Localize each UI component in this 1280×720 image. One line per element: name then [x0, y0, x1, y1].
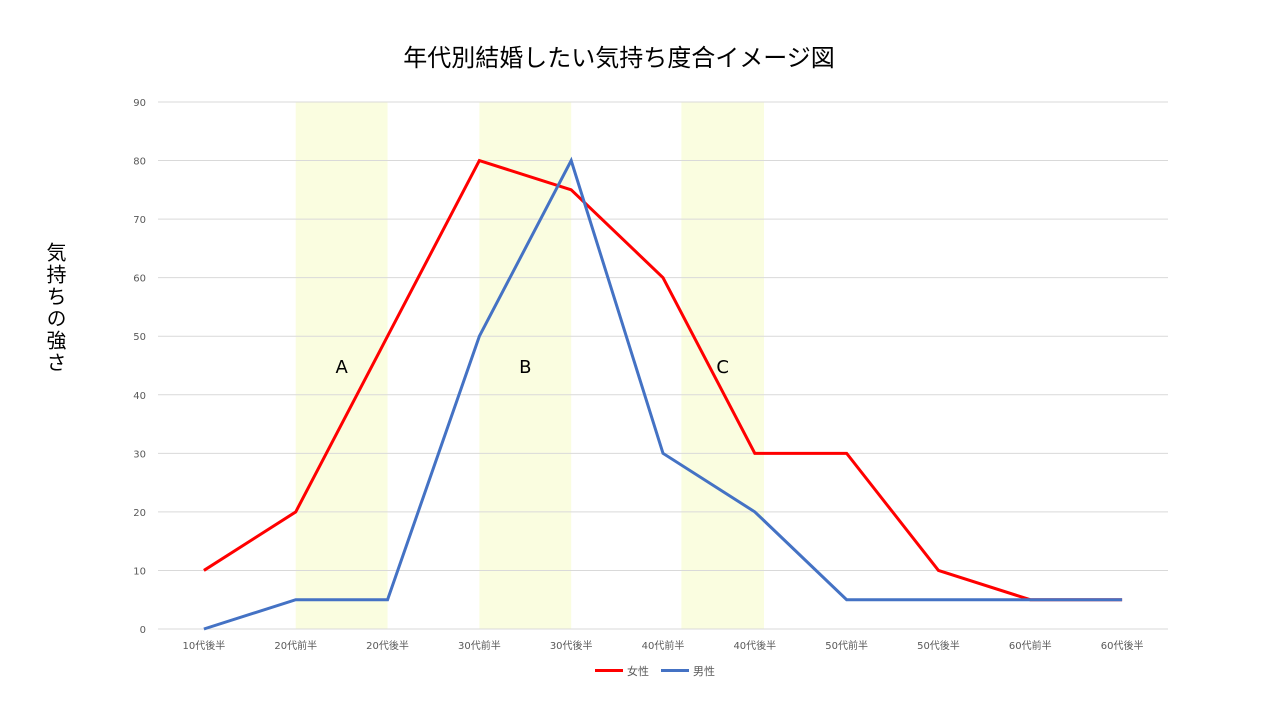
- y-tick-label: 90: [133, 98, 146, 109]
- legend-swatch: [661, 669, 689, 672]
- chart-title: 年代別結婚したい気持ち度合イメージ図: [403, 44, 835, 72]
- legend: 女性 男性: [0, 662, 1280, 679]
- legend-item-male: 男性: [661, 663, 715, 679]
- x-tick-label: 50代前半: [825, 639, 868, 652]
- x-tick-label: 30代後半: [550, 639, 593, 652]
- x-tick-label: 20代前半: [274, 639, 317, 652]
- x-tick-label: 40代後半: [733, 639, 776, 652]
- x-tick-label: 60代前半: [1009, 639, 1052, 652]
- x-tick-labels: 10代後半 20代前半 20代後半 30代前半 30代後半 40代前半 40代後半 50代前半…: [183, 639, 1144, 652]
- legend-label: 男性: [693, 664, 715, 678]
- y-tick-label: 50: [133, 332, 146, 343]
- x-tick-label: 50代後半: [917, 639, 960, 652]
- y-tick-label: 30: [133, 449, 146, 460]
- series-line-female: [203, 158, 1123, 602]
- x-tick-label: 20代後半: [366, 639, 409, 652]
- y-tick-label: 60: [133, 274, 146, 285]
- y-tick-label: 0: [140, 625, 146, 636]
- band-label-c: C: [716, 357, 729, 378]
- band-label-b: B: [519, 357, 531, 378]
- highlight-band-c: [681, 102, 764, 629]
- y-tick-label: 70: [133, 215, 146, 226]
- y-tick-label: 80: [133, 157, 146, 168]
- x-tick-label: 60代後半: [1101, 639, 1144, 652]
- y-tick-label: 10: [133, 566, 146, 577]
- legend-swatch: [595, 669, 623, 672]
- y-axis-label: 気持ちの強さ: [43, 242, 67, 374]
- series-line-male: [203, 156, 1123, 631]
- y-tick-label: 40: [133, 391, 146, 402]
- x-tick-label: 10代後半: [183, 639, 226, 652]
- series-lines: [203, 156, 1123, 631]
- y-tick-label: 20: [133, 508, 146, 519]
- legend-label: 女性: [627, 664, 649, 678]
- y-tick-labels: 0 10 20 30 40 50 60 70 80 90: [133, 98, 146, 636]
- band-label-a: A: [335, 357, 348, 378]
- band-labels: A B C: [335, 357, 728, 378]
- x-tick-label: 40代前半: [642, 639, 685, 652]
- x-tick-label: 30代前半: [458, 639, 501, 652]
- legend-item-female: 女性: [595, 663, 649, 679]
